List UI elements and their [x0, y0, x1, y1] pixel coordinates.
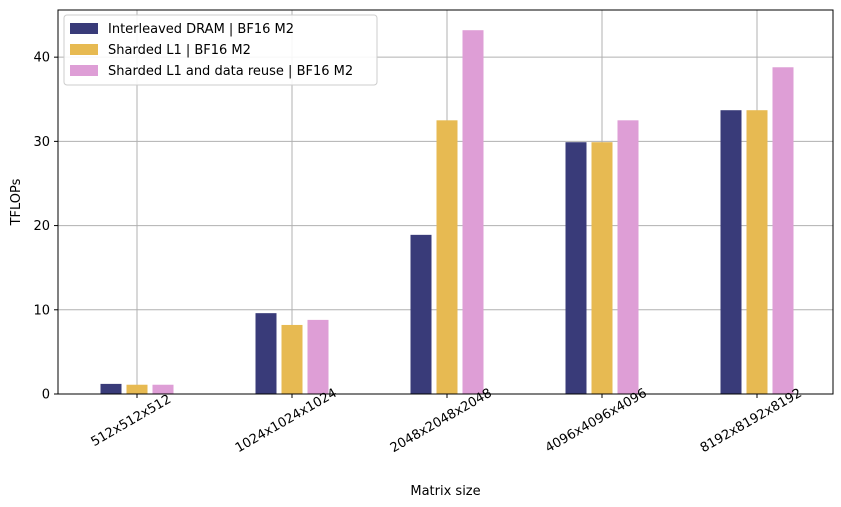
bar — [772, 67, 794, 395]
x-tick-label: 4096x4096x4096 — [543, 386, 650, 456]
legend-entry: Interleaved DRAM | BF16 M2 — [108, 22, 294, 37]
y-tick-label: 40 — [33, 51, 50, 66]
bar — [720, 110, 742, 395]
bar — [462, 30, 484, 395]
x-axis-ticks: 512x512x512 1024x1024x1024 2048x2048x2048 4… — [89, 386, 805, 456]
bar — [410, 234, 432, 394]
y-tick-label: 0 — [42, 388, 50, 403]
bar — [255, 313, 277, 394]
bars — [100, 30, 794, 395]
legend-swatch — [70, 44, 98, 55]
x-tick-label: 8192x8192x8192 — [698, 386, 805, 456]
bar — [617, 120, 639, 394]
bar — [436, 120, 458, 394]
y-axis-ticks: 0 10 20 30 40 — [33, 51, 58, 403]
bar — [565, 142, 587, 394]
bar — [746, 110, 768, 395]
legend: Interleaved DRAM | BF16 M2 Sharded L1 | B… — [63, 14, 378, 86]
x-tick-label: 512x512x512 — [89, 392, 174, 450]
legend-box — [63, 14, 378, 86]
legend-entry: Sharded L1 and data reuse | BF16 M2 — [108, 64, 353, 79]
legend-entry: Sharded L1 | BF16 M2 — [108, 43, 251, 58]
x-tick-label: 2048x2048x2048 — [388, 386, 495, 456]
plot-area-frame — [57, 9, 834, 395]
bar — [100, 383, 122, 394]
bar — [126, 384, 148, 394]
bar — [281, 324, 303, 394]
legend-swatch — [70, 23, 98, 34]
bar — [307, 319, 329, 394]
legend-swatch — [70, 65, 98, 76]
x-axis-label: Matrix size — [410, 484, 480, 499]
bar — [591, 142, 613, 394]
y-tick-label: 30 — [33, 135, 50, 150]
bar — [152, 384, 174, 394]
y-tick-label: 10 — [33, 303, 50, 318]
y-axis-label: TFLOPs — [9, 178, 24, 226]
x-tick-label: 1024x1024x1024 — [233, 386, 340, 456]
y-tick-label: 20 — [33, 219, 50, 234]
